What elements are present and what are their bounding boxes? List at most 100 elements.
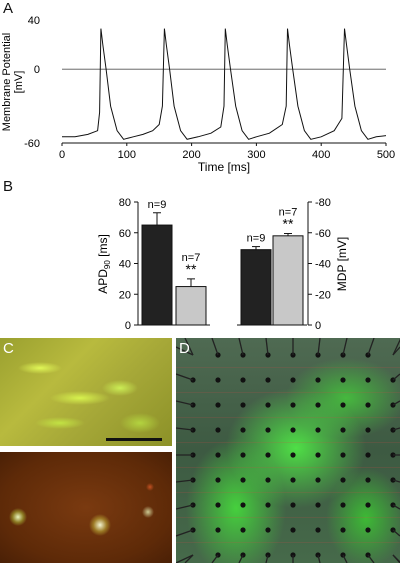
electrode-track xyxy=(238,338,244,356)
electrode-track xyxy=(392,479,400,483)
y-tick-label: 80 xyxy=(119,197,131,209)
x-tick-label: 100 xyxy=(118,149,136,161)
electrode xyxy=(315,502,321,508)
electrode xyxy=(315,527,321,533)
electrode xyxy=(290,527,296,533)
y-tick-label: 0 xyxy=(125,320,131,332)
electrode xyxy=(390,477,396,483)
y-axis-label: MDP [mV] xyxy=(335,237,349,291)
electrode xyxy=(215,502,221,508)
electrode-track xyxy=(392,427,400,431)
electrode xyxy=(215,377,221,383)
electrode xyxy=(365,352,371,358)
electrode xyxy=(340,427,346,433)
electrode xyxy=(390,452,396,458)
y-tick-label: -20 xyxy=(315,289,331,301)
electrode xyxy=(315,552,321,558)
electrode xyxy=(240,527,246,533)
electrode xyxy=(290,502,296,508)
n-label: n=7 xyxy=(279,207,298,219)
electrode xyxy=(265,377,271,383)
x-tick-label: 200 xyxy=(182,149,200,161)
n-label: n=7 xyxy=(182,252,201,264)
bar xyxy=(272,235,304,326)
electrode-track xyxy=(317,338,321,356)
electrode-track xyxy=(392,373,400,381)
electrode-track xyxy=(342,338,348,356)
x-tick-label: 500 xyxy=(377,149,395,161)
electrode xyxy=(315,377,321,383)
electrode xyxy=(265,402,271,408)
electrode xyxy=(265,427,271,433)
electrode xyxy=(240,402,246,408)
panel-label-c: C xyxy=(3,340,14,357)
electrode xyxy=(365,527,371,533)
bar xyxy=(175,286,207,326)
electrode xyxy=(215,452,221,458)
electrode xyxy=(215,477,221,483)
electrode xyxy=(265,527,271,533)
electrode-track xyxy=(176,373,194,381)
electrode xyxy=(240,427,246,433)
electrode xyxy=(290,452,296,458)
electrode xyxy=(315,477,321,483)
electrode xyxy=(365,427,371,433)
electrode xyxy=(340,502,346,508)
electrode xyxy=(290,477,296,483)
electrode-track xyxy=(238,554,244,563)
scale-bar xyxy=(106,438,162,441)
y-tick-label: -80 xyxy=(315,197,331,209)
electrode xyxy=(315,427,321,433)
electrode xyxy=(365,477,371,483)
electrode xyxy=(340,377,346,383)
electrode-track xyxy=(176,504,194,510)
electrode xyxy=(215,427,221,433)
electrode-track xyxy=(184,338,194,356)
electrode xyxy=(265,477,271,483)
y-tick-label: 0 xyxy=(34,64,40,76)
electrode xyxy=(290,427,296,433)
electrode-track xyxy=(176,427,194,431)
electrode xyxy=(365,402,371,408)
significance-label: ** xyxy=(186,261,197,277)
electrode-track xyxy=(392,554,400,563)
series-line xyxy=(62,28,387,140)
electrode-track xyxy=(176,346,194,356)
significance-label: ** xyxy=(283,216,294,232)
electrode xyxy=(240,377,246,383)
electrode-track xyxy=(367,338,375,356)
electrode-track xyxy=(342,554,348,563)
electrode-track xyxy=(176,529,194,537)
electrode-track xyxy=(392,400,400,406)
y-axis-label: APD90 [ms] xyxy=(96,234,112,294)
electrode xyxy=(340,352,346,358)
electrode xyxy=(265,502,271,508)
bar xyxy=(240,249,272,326)
electrode xyxy=(365,452,371,458)
x-axis-label: Time [ms] xyxy=(198,160,250,174)
electrode-track xyxy=(176,479,194,483)
panel-label-b: B xyxy=(3,178,14,195)
electrode-track xyxy=(392,338,400,356)
electrode-track xyxy=(265,338,269,356)
electrode xyxy=(240,477,246,483)
bar xyxy=(141,224,173,326)
y-tick-label: 40 xyxy=(28,15,40,27)
micrograph-d xyxy=(176,338,400,563)
micrograph-c-bottom xyxy=(0,452,172,563)
electrode xyxy=(240,502,246,508)
electrode-track xyxy=(317,554,321,563)
electrode-track xyxy=(392,529,400,537)
x-tick-label: 400 xyxy=(312,149,330,161)
electrode xyxy=(190,477,196,483)
x-tick-label: 300 xyxy=(247,149,265,161)
electrode xyxy=(340,477,346,483)
electrode xyxy=(340,402,346,408)
electrode xyxy=(215,527,221,533)
electrode xyxy=(340,527,346,533)
electrode xyxy=(290,377,296,383)
y-tick-label: 0 xyxy=(315,320,321,332)
y-tick-label: -40 xyxy=(315,259,331,271)
electrode xyxy=(315,352,321,358)
